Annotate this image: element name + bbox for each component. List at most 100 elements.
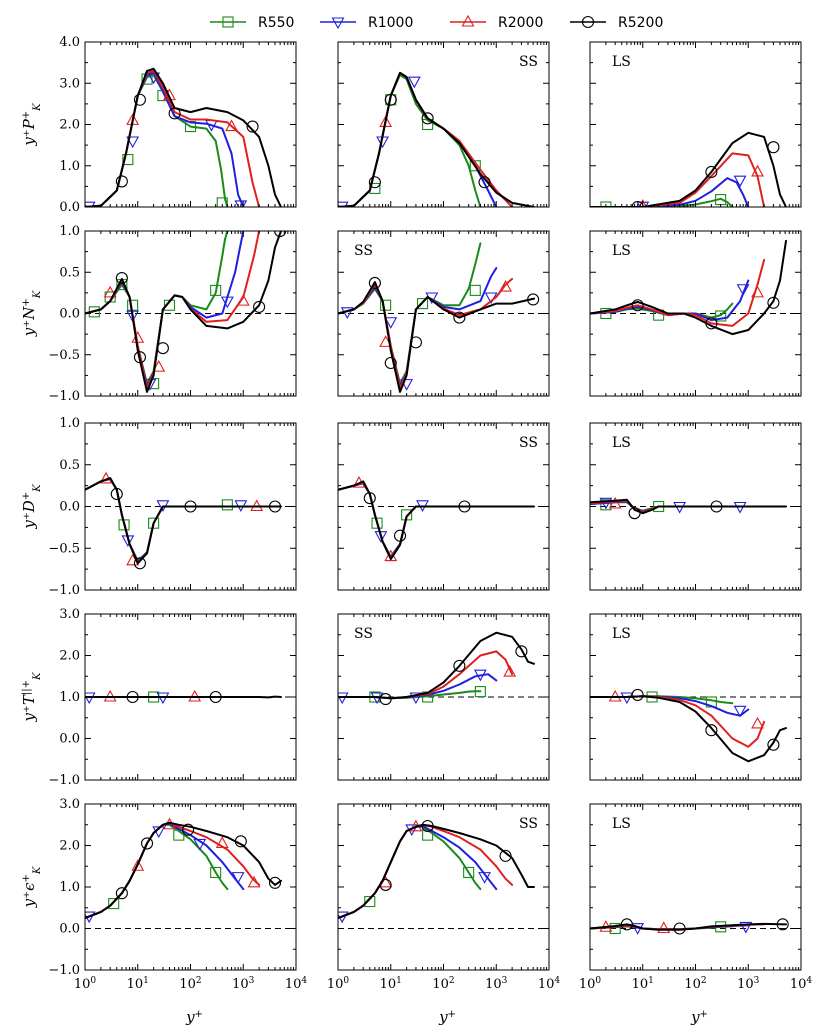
marker-r1000: [340, 307, 354, 319]
marker-r5200: [631, 299, 644, 312]
marker-r5200: [379, 693, 392, 706]
marker-r2000: [152, 359, 166, 372]
legend-marker: [461, 14, 475, 27]
y-tick-label: 1.0: [59, 690, 80, 705]
panel-frame: [84, 803, 297, 971]
marker-r5200: [268, 876, 282, 889]
marker-r5200: [133, 351, 146, 364]
y-tick-label: −0.5: [48, 541, 80, 556]
marker-r5200: [421, 112, 434, 125]
marker-r2000: [608, 496, 622, 509]
marker-r1000: [733, 175, 747, 188]
marker-r2000: [236, 293, 250, 306]
y-tick-label: −1.0: [48, 389, 80, 404]
marker-r5200: [133, 557, 146, 570]
panel-tag-ls: LS: [612, 626, 631, 642]
x-tick-label: 100: [327, 976, 350, 992]
panel-r2-c1: SS: [337, 422, 550, 591]
marker-r5200: [368, 176, 381, 189]
legend-label: R5200: [618, 15, 663, 31]
marker-r550: [148, 517, 160, 529]
marker-r550: [127, 299, 139, 311]
panel-tag-ls: LS: [612, 435, 631, 451]
panel-r3-c2: LS: [589, 613, 802, 781]
marker-r550: [216, 197, 228, 207]
marker-r5200: [767, 738, 780, 751]
marker-r5200: [393, 529, 407, 542]
marker-r5200: [268, 500, 282, 513]
marker-r550: [469, 160, 481, 172]
marker-r5200: [379, 878, 392, 891]
marker-r2000: [379, 115, 393, 127]
marker-r550: [173, 829, 185, 841]
y-tick-label: 1.0: [59, 880, 80, 895]
marker-r550: [715, 310, 727, 322]
panel-curves: [338, 242, 540, 393]
y-tick-label: 2.0: [59, 839, 80, 854]
y-tick-label: 0.0: [59, 922, 80, 937]
marker-r5200: [421, 819, 434, 833]
series-line-r5200: [590, 922, 787, 931]
panel-tag-ss: SS: [519, 435, 538, 451]
marker-r1000: [739, 921, 753, 934]
marker-r1000: [231, 872, 245, 884]
marker-r5200: [133, 93, 146, 106]
panel-curves: [590, 131, 787, 207]
y-tick-label: 1.0: [59, 416, 80, 431]
marker-r5200: [126, 690, 139, 704]
marker-r5200: [363, 492, 376, 505]
marker-r5200: [478, 176, 491, 189]
panel-curves: [338, 71, 535, 207]
series-line-r2000: [590, 152, 766, 207]
series-line-r2000: [85, 477, 261, 564]
panel-curves: [590, 688, 787, 763]
marker-r2000: [103, 285, 117, 298]
marker-r5200: [253, 300, 266, 313]
series-line-r2000: [590, 258, 766, 327]
marker-r5200: [246, 120, 259, 133]
series-line-r1000: [85, 477, 245, 563]
panel-r2-c2: LS: [589, 422, 802, 591]
y-tick-label: 2.0: [59, 118, 80, 133]
x-tick-label: 104: [790, 976, 813, 992]
panel-r3-c0: −1.0 0.0 1.0 2.0 3.0: [48, 607, 297, 788]
marker-r5200: [384, 356, 397, 370]
marker-r550: [600, 201, 612, 207]
panel-r4-c1: 100 101 102 103 104 SS: [327, 803, 560, 992]
marker-r5200: [274, 231, 287, 238]
marker-r550: [474, 686, 486, 698]
series-line-r5200: [590, 131, 787, 207]
series-line-r5200: [85, 695, 282, 699]
series-line-r550: [85, 823, 229, 920]
xlabel-col-2: y+: [690, 1008, 708, 1026]
series-line-r5200: [85, 821, 282, 920]
marker-r2000: [131, 859, 145, 871]
marker-r5200: [515, 645, 528, 658]
panel-tag-ss: SS: [519, 816, 538, 832]
marker-r5200: [620, 918, 633, 931]
marker-r2000: [751, 716, 764, 729]
series-line-r5200: [338, 631, 535, 700]
panel-curves: [85, 817, 282, 924]
series-line-r5200: [338, 480, 535, 561]
panel-r0-c2: LS: [589, 41, 802, 208]
series-line-r550: [85, 74, 229, 207]
marker-r1000: [473, 669, 487, 682]
legend-entry-r550: R550: [210, 15, 294, 31]
marker-r1000: [126, 136, 140, 149]
marker-r5200: [710, 500, 723, 513]
marker-r550: [422, 829, 434, 841]
panel-curves: [85, 689, 282, 705]
marker-r5200: [499, 849, 512, 862]
marker-r550: [463, 866, 475, 879]
marker-r5200: [209, 690, 222, 704]
marker-r550: [210, 284, 222, 296]
marker-r1000: [147, 72, 161, 85]
marker-r5200: [182, 823, 195, 836]
series-line-r5200: [590, 498, 787, 515]
panel-tag-ls: LS: [612, 243, 631, 259]
legend-entry-r5200: R5200: [570, 15, 663, 31]
x-tick-label: 101: [127, 976, 149, 992]
legend-marker: [581, 15, 595, 29]
marker-r1000: [736, 284, 750, 296]
